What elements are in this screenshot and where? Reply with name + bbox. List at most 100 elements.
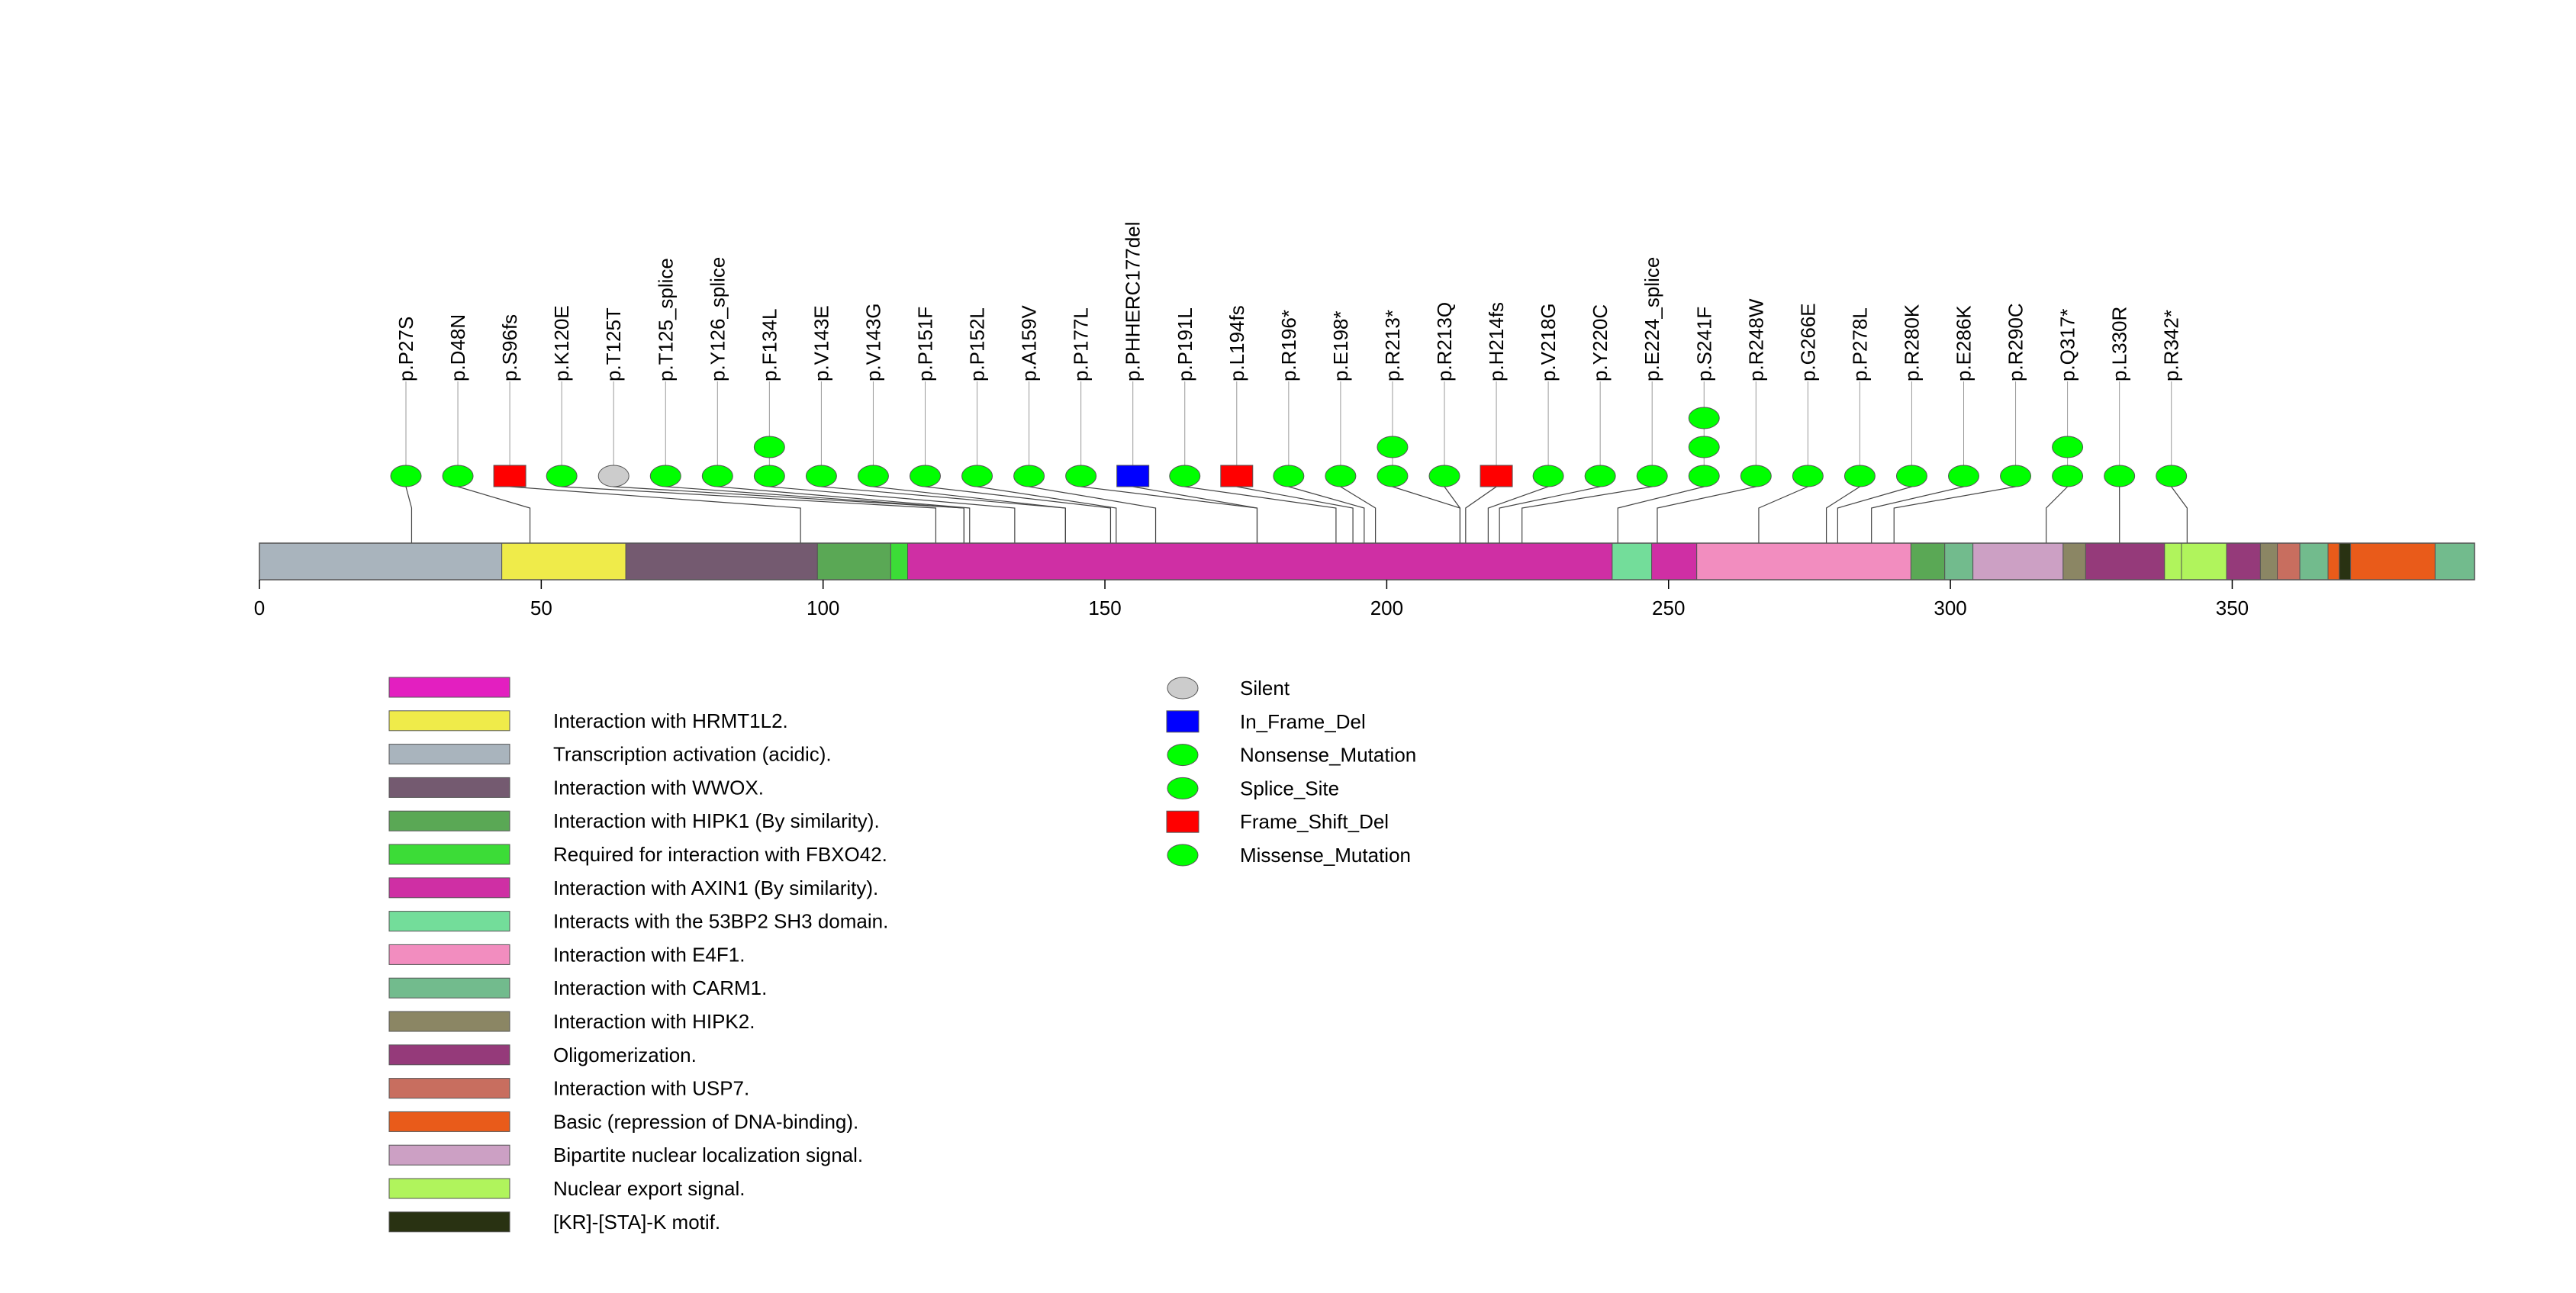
domain-legend: Interaction with HRMT1L2. Transcription a…	[389, 677, 888, 1233]
axis-tick-label: 300	[1934, 597, 1966, 619]
mutation-label: p.S241F	[1692, 307, 1715, 381]
mutation-legend-label: Missense_Mutation	[1240, 844, 1411, 867]
mutation-legend-label: Nonsense_Mutation	[1240, 744, 1416, 767]
mutation-marker-ellipse	[1689, 407, 1719, 429]
domain-legend-label: Bipartite nuclear localization signal.	[553, 1143, 863, 1166]
mutation-marker-ellipse	[1585, 465, 1615, 487]
domain-legend-label: Interaction with HIPK1 (By similarity).	[553, 809, 880, 832]
mutation-label: p.R342*	[2160, 310, 2183, 381]
mutation-label: p.P278L	[1848, 307, 1871, 381]
domain-segment	[259, 543, 502, 580]
mutation-label: p.Q317*	[2056, 309, 2079, 381]
mutation-marker-ellipse	[2053, 465, 2083, 487]
mutation-label: p.R213Q	[1433, 302, 1456, 381]
mutation-legend-label: In_Frame_Del	[1240, 710, 1366, 733]
domain-legend-swatch	[389, 777, 510, 797]
axis-tick-label: 200	[1370, 597, 1403, 619]
domain-segment	[626, 543, 817, 580]
mutation-label: p.P27S	[394, 317, 417, 381]
domain-legend-label: Interaction with E4F1.	[553, 943, 745, 966]
mutation-label: p.P151F	[914, 307, 937, 381]
mutation-marker-square	[494, 465, 526, 487]
axis-tick-label: 150	[1088, 597, 1121, 619]
domain-segment	[1911, 543, 1944, 580]
mutation-marker-ellipse	[962, 465, 993, 487]
domain-legend-swatch	[389, 677, 510, 697]
mutation-marker-square	[1221, 465, 1253, 487]
domain-legend-swatch	[389, 978, 510, 998]
domain-legend-label: Transcription activation (acidic).	[553, 743, 832, 766]
domain-legend-swatch	[389, 1045, 510, 1065]
domain-segment	[2182, 543, 2227, 580]
mutation-marker-ellipse	[2156, 465, 2187, 487]
domain-segment	[1697, 543, 1911, 580]
mutation-marker-ellipse	[702, 465, 733, 487]
mutation-marker-ellipse	[391, 465, 421, 487]
mutation-label: p.Y220C	[1589, 304, 1612, 381]
domain-legend-label: Interacts with the 53BP2 SH3 domain.	[553, 910, 888, 933]
mutation-label: p.G266E	[1796, 303, 1819, 381]
domain-legend-swatch	[389, 711, 510, 731]
mutation-marker-ellipse	[1740, 465, 1771, 487]
domain-legend-swatch	[389, 1145, 510, 1165]
mutation-label: p.A159V	[1018, 305, 1041, 381]
domain-legend-swatch	[389, 1012, 510, 1031]
domain-segment	[502, 543, 626, 580]
domain-segment	[2165, 543, 2182, 580]
mutation-label: p.P152L	[966, 307, 989, 381]
domain-segment	[817, 543, 890, 580]
domain-segment	[2328, 543, 2339, 580]
axis-tick-label: 50	[530, 597, 552, 619]
domain-segment	[2300, 543, 2328, 580]
mutation-label: p.V143G	[861, 303, 884, 381]
mutation-marker-ellipse	[910, 465, 941, 487]
mutation-marker-ellipse	[1533, 465, 1563, 487]
domain-legend-label: Interaction with CARM1.	[553, 976, 767, 999]
mutation-marker-square	[1117, 465, 1149, 487]
mutation-label: p.T125T	[602, 307, 625, 381]
domain-legend-swatch	[389, 944, 510, 964]
mutation-label: p.T125_splice	[654, 258, 677, 381]
domain-segment	[2351, 543, 2436, 580]
domain-legend-label: Interaction with HIPK2.	[553, 1010, 755, 1033]
mutation-label: p.R280K	[1900, 304, 1923, 381]
mutation-marker-ellipse	[1377, 465, 1408, 487]
mutation-marker-ellipse	[1170, 465, 1200, 487]
domain-legend-swatch	[389, 912, 510, 931]
domain-legend-swatch	[389, 844, 510, 864]
domain-legend-label: Interaction with HRMT1L2.	[553, 709, 788, 732]
mutation-marker-ellipse	[1949, 465, 1979, 487]
domain-legend-label: Oligomerization.	[553, 1044, 697, 1066]
mutation-marker-ellipse	[2104, 465, 2135, 487]
mutation-legend-ellipse	[1167, 777, 1198, 799]
mutation-marker-ellipse	[858, 465, 888, 487]
mutation-legend-ellipse	[1167, 745, 1198, 766]
mutation-label: p.E198*	[1329, 310, 1352, 381]
mutation-label: p.F134L	[758, 309, 781, 381]
mutation-marker-ellipse	[754, 465, 784, 487]
axis-tick-label: 250	[1652, 597, 1685, 619]
axis-tick-label: 100	[807, 597, 839, 619]
mutation-label: p.Y126_splice	[706, 257, 729, 381]
mutation-label: p.E286K	[1953, 305, 1975, 381]
mutation-marker-ellipse	[1429, 465, 1460, 487]
domain-legend-label: Interaction with WWOX.	[553, 776, 764, 799]
mutation-marker-ellipse	[598, 465, 629, 487]
domain-segment	[1945, 543, 1973, 580]
mutation-marker-ellipse	[2001, 465, 2031, 487]
mutation-legend-ellipse	[1167, 677, 1198, 699]
mutation-legend-label: Frame_Shift_Del	[1240, 810, 1389, 833]
mutation-marker-ellipse	[650, 465, 681, 487]
mutation-label: p.V218G	[1537, 303, 1560, 381]
mutation-marker-ellipse	[1896, 465, 1927, 487]
mutation-marker-ellipse	[1274, 465, 1304, 487]
mutation-label: p.D48N	[446, 314, 469, 381]
mutation-marker-ellipse	[1066, 465, 1096, 487]
domain-segment	[2085, 543, 2164, 580]
domain-segment	[2278, 543, 2301, 580]
domain-segment	[2339, 543, 2351, 580]
domain-segment	[908, 543, 1612, 580]
domain-segment	[2227, 543, 2260, 580]
